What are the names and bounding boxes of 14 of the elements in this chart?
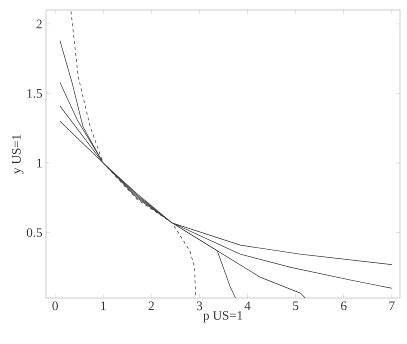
y-tick-label: 1.5 xyxy=(27,89,42,98)
x-tick-label: 0 xyxy=(52,302,58,310)
x-tick-label: 4 xyxy=(244,302,251,310)
x-axis-title: p US=1 xyxy=(203,311,242,322)
x-tick-label: 7 xyxy=(389,302,395,310)
y-tick-label: 1 xyxy=(37,158,42,168)
x-tick-label: 3 xyxy=(196,302,202,310)
x-tick-label: 2 xyxy=(148,302,154,310)
y-tick-label: 2 xyxy=(36,20,42,28)
x-tick-label: 1 xyxy=(101,302,106,310)
y-tick-label: 0.5 xyxy=(26,228,42,238)
x-tick-label: 6 xyxy=(341,302,347,310)
y-axis-title: y US=1 xyxy=(12,134,24,174)
x-tick-label: 5 xyxy=(293,302,298,310)
